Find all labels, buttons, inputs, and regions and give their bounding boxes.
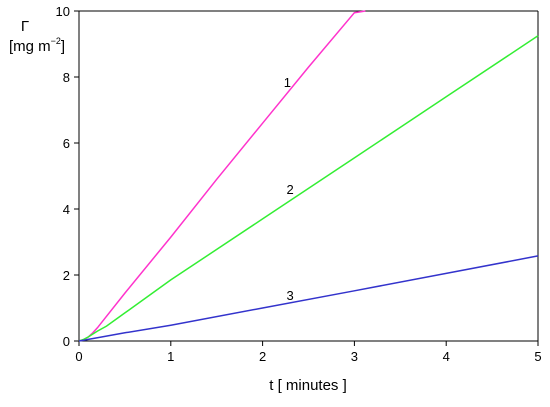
y-tick-label-4: 8 (63, 70, 70, 85)
y-ticks: 0 2 4 6 8 10 (56, 4, 79, 349)
x-tick-label-2: 2 (259, 349, 266, 364)
y-axis-unit-prefix: [mg m (9, 38, 51, 55)
y-tick-label-2: 4 (63, 202, 70, 217)
x-ticks: 0 1 2 3 4 5 (75, 341, 542, 364)
series-line-1 (78, 10, 366, 342)
x-tick-label-1: 1 (167, 349, 174, 364)
y-axis-unit-exponent: −2 (51, 36, 61, 46)
series-label-1: 1 (284, 75, 291, 90)
y-axis-unit: [mg m−2] (9, 36, 65, 55)
y-axis-unit-suffix: ] (61, 38, 65, 55)
series-label-2: 2 (287, 182, 294, 197)
x-axis-label: t [ minutes ] (269, 377, 347, 394)
x-tick-label-5: 5 (534, 349, 541, 364)
series-label-3: 3 (287, 288, 294, 303)
x-tick-label-0: 0 (75, 349, 82, 364)
axes (78, 10, 539, 342)
x-tick-label-4: 4 (443, 349, 450, 364)
series-group: 1 2 3 (78, 10, 539, 342)
y-tick-label-0: 0 (63, 334, 70, 349)
series-line-3 (78, 255, 539, 342)
y-tick-label-5: 10 (56, 4, 70, 19)
y-tick-label-3: 6 (63, 136, 70, 151)
x-tick-label-3: 3 (351, 349, 358, 364)
series-line-2 (78, 35, 539, 342)
y-axis-symbol: Γ (21, 18, 29, 35)
y-tick-label-1: 2 (63, 268, 70, 283)
